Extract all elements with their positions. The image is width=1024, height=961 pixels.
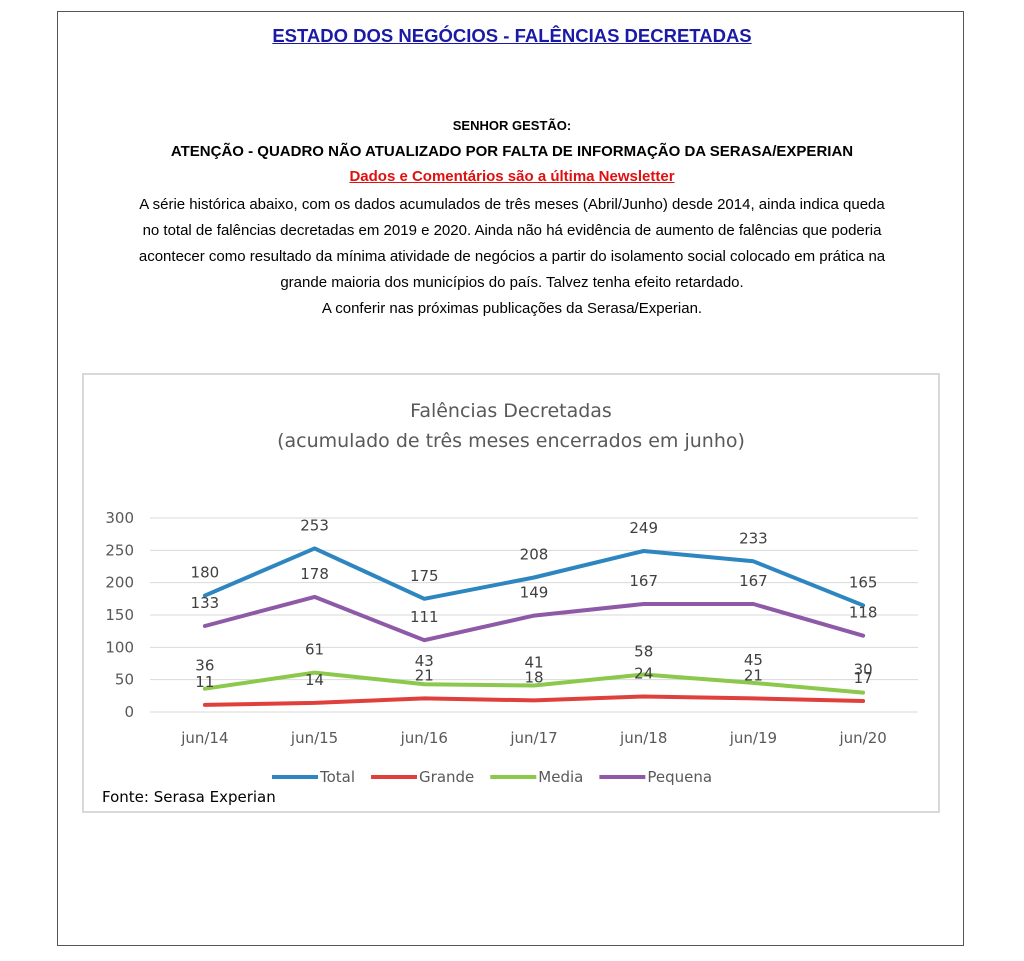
- data-label: 41: [524, 653, 543, 671]
- data-label: 208: [520, 545, 549, 563]
- y-tick-label: 0: [124, 703, 134, 721]
- line-chart: Falências Decretadas (acumulado de três …: [102, 400, 918, 806]
- chart-container: Falências Decretadas (acumulado de três …: [82, 373, 940, 813]
- salutation: SENHOR GESTÃO:: [452, 118, 572, 133]
- y-axis-ticks: 0 50 100 150 200 250 300: [105, 509, 134, 721]
- data-label: 249: [629, 519, 658, 537]
- source-note: Fonte: Serasa Experian: [102, 788, 276, 806]
- page-frame: [57, 11, 964, 946]
- x-tick-label: jun/15: [290, 729, 338, 747]
- data-label: 175: [410, 567, 439, 585]
- data-label: 14: [305, 671, 324, 689]
- data-label: 167: [629, 572, 658, 590]
- legend: Total Grande Media Pequena: [272, 768, 712, 786]
- data-label: 21: [744, 666, 763, 684]
- x-tick-label: jun/19: [729, 729, 777, 747]
- data-label: 17: [854, 669, 873, 687]
- newsletter-link[interactable]: Dados e Comentários são a última Newslet…: [349, 168, 675, 185]
- x-tick-label: jun/17: [509, 729, 557, 747]
- x-tick-label: jun/20: [838, 729, 886, 747]
- data-label: 167: [739, 572, 768, 590]
- data-label: 24: [634, 664, 653, 682]
- body-line: grande maioria dos municípios do país. T…: [280, 274, 744, 291]
- data-label: 58: [634, 642, 653, 660]
- series-lines: [202, 546, 866, 707]
- data-label: 43: [415, 652, 434, 670]
- body-line: A conferir nas próximas publicações da S…: [321, 300, 703, 317]
- x-axis-ticks: jun/14 jun/15 jun/16 jun/17 jun/18 jun/19 jun/…: [180, 729, 887, 747]
- body-paragraph: A série histórica abaixo, com os dados a…: [80, 192, 944, 322]
- body-line: A série histórica abaixo, com os dados a…: [139, 196, 885, 213]
- data-label: 61: [305, 641, 324, 659]
- series-line-grande: [202, 694, 866, 707]
- x-tick-label: jun/18: [619, 729, 667, 747]
- data-label: 165: [849, 573, 878, 591]
- page-title[interactable]: ESTADO DOS NEGÓCIOS - FALÊNCIAS DECRETAD…: [272, 25, 752, 46]
- data-label: 21: [415, 666, 434, 684]
- data-label: 45: [744, 651, 763, 669]
- legend-label: Media: [538, 768, 583, 786]
- y-tick-label: 200: [105, 574, 134, 592]
- data-label: 178: [300, 565, 329, 583]
- chart-title: Falências Decretadas: [410, 400, 612, 422]
- y-tick-label: 300: [105, 509, 134, 527]
- y-tick-label: 150: [105, 606, 134, 624]
- series-line-pequena: [202, 594, 866, 643]
- y-tick-label: 50: [115, 671, 134, 689]
- data-label: 18: [524, 668, 543, 686]
- data-label: 30: [854, 661, 873, 679]
- legend-label: Total: [319, 768, 355, 786]
- data-label: 253: [300, 516, 329, 534]
- data-label: 118: [849, 604, 878, 622]
- y-tick-label: 250: [105, 541, 134, 559]
- y-tick-label: 100: [105, 638, 134, 656]
- body-line: acontecer como resultado da mínima ativi…: [138, 248, 886, 265]
- data-label: 36: [195, 657, 214, 675]
- data-label: 133: [191, 594, 220, 612]
- data-label: 180: [191, 564, 220, 582]
- data-label: 149: [520, 584, 549, 602]
- data-label: 111: [410, 608, 439, 626]
- legend-label: Grande: [419, 768, 474, 786]
- x-tick-label: jun/16: [400, 729, 448, 747]
- data-labels: 180 253 175 208 249 233 165 11 14 21 18 24 21 17 36 61 4…: [191, 516, 878, 690]
- attention-notice: ATENÇÃO - QUADRO NÃO ATUALIZADO POR FALT…: [170, 143, 854, 160]
- chart-subtitle: (acumulado de três meses encerrados em j…: [277, 430, 745, 452]
- x-tick-label: jun/14: [180, 729, 228, 747]
- data-label: 11: [195, 673, 214, 691]
- body-line: no total de falências decretadas em 2019…: [142, 222, 882, 239]
- legend-label: Pequena: [647, 768, 712, 786]
- data-label: 233: [739, 529, 768, 547]
